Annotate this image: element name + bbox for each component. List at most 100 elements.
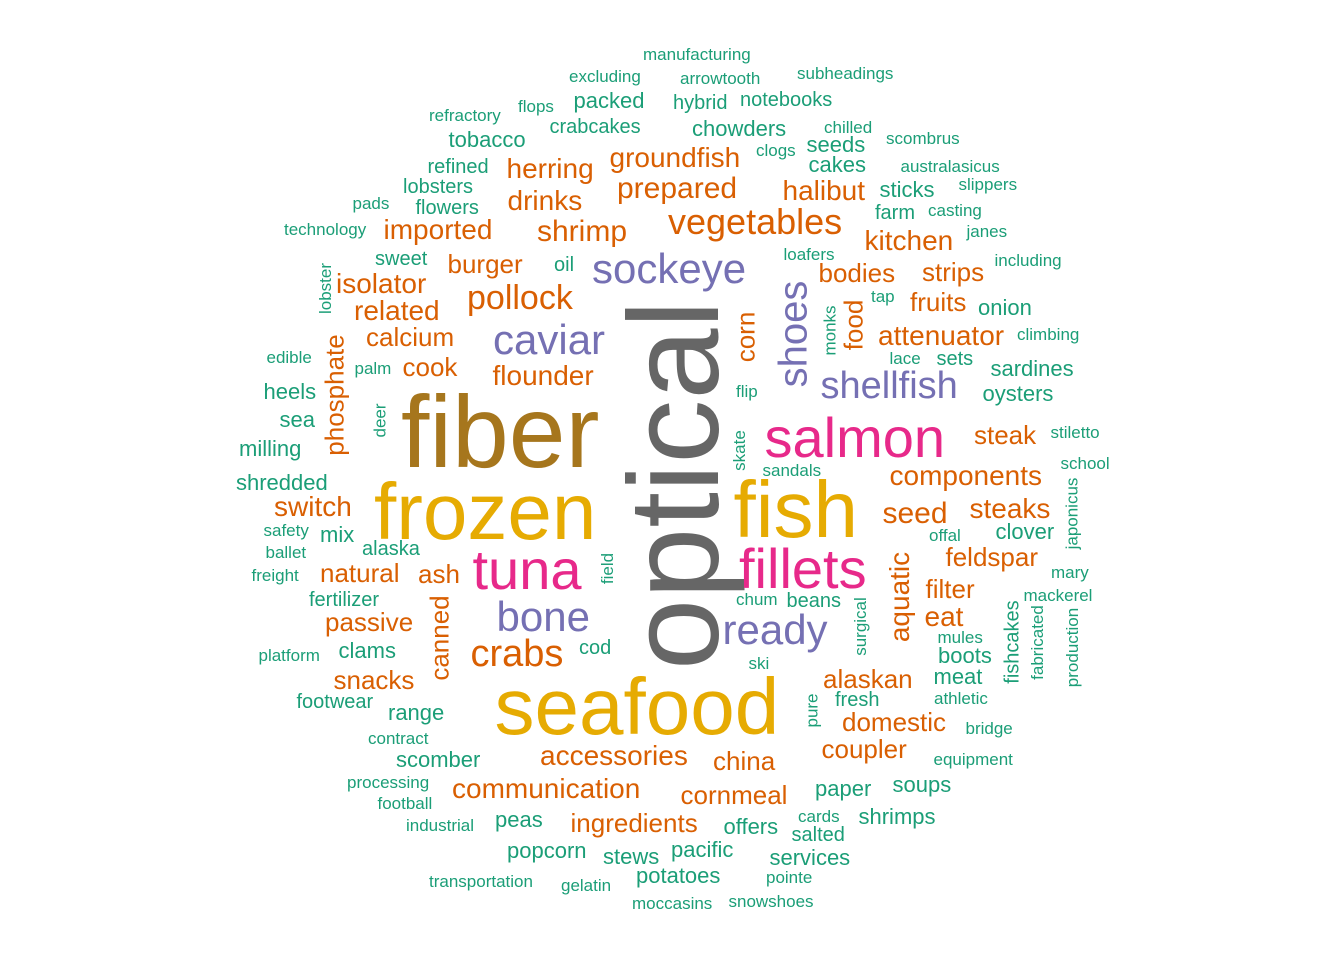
cloud-word-steaks: steaks <box>969 493 1051 524</box>
cloud-word-oysters: oysters <box>982 381 1054 406</box>
cloud-word-sandals: sandals <box>762 460 822 480</box>
cloud-word-freight: freight <box>251 565 299 585</box>
cloud-word-processing: processing <box>347 772 430 792</box>
cloud-word-isolator: isolator <box>336 268 427 299</box>
cloud-word-milling: milling <box>239 436 302 461</box>
cloud-word-onion: onion <box>978 295 1032 320</box>
cloud-word-football: football <box>377 793 433 813</box>
cloud-word-range: range <box>388 700 445 725</box>
cloud-word-shrimps: shrimps <box>858 804 936 829</box>
cloud-word-burger: burger <box>447 249 523 279</box>
cloud-word-stews: stews <box>603 844 660 869</box>
cloud-word-mules: mules <box>937 627 983 647</box>
cloud-word-offers: offers <box>723 814 779 839</box>
cloud-word-chilled: chilled <box>824 117 873 137</box>
cloud-word-footwear: footwear <box>296 691 374 713</box>
cloud-word-bridge: bridge <box>965 718 1013 738</box>
cloud-word-gelatin: gelatin <box>561 875 612 895</box>
cloud-word-shellfish: shellfish <box>820 365 958 407</box>
cloud-word-halibut: halibut <box>782 175 866 206</box>
cloud-word-shrimp: shrimp <box>537 215 628 248</box>
cloud-word-bone: bone <box>496 593 590 640</box>
cloud-word-transportation: transportation <box>429 871 533 891</box>
cloud-word-snacks: snacks <box>333 665 415 695</box>
cloud-word-canned: canned <box>424 595 455 681</box>
cloud-word-domestic: domestic <box>842 707 947 737</box>
cloud-word-refined: refined <box>427 156 489 178</box>
cloud-word-passive: passive <box>325 607 414 637</box>
cloud-word-snowshoes: snowshoes <box>728 891 814 911</box>
cloud-word-hybrid: hybrid <box>673 92 728 114</box>
cloud-word-edible: edible <box>266 347 312 367</box>
cloud-word-climbing: climbing <box>1017 324 1080 344</box>
cloud-word-japonicus: japonicus <box>1062 477 1082 549</box>
cloud-word-related: related <box>354 295 440 326</box>
cloud-word-oil: oil <box>554 254 575 276</box>
cloud-word-pads: pads <box>352 193 390 213</box>
cloud-word-boots: boots <box>938 643 992 668</box>
cloud-word-monks: monks <box>820 304 840 356</box>
cloud-word-fish: fish <box>733 465 859 554</box>
cloud-word-ingredients: ingredients <box>570 808 698 838</box>
cloud-word-sets: sets <box>936 348 974 370</box>
cloud-word-phosphate: phosphate <box>319 334 350 456</box>
cloud-word-imported: imported <box>383 214 493 245</box>
cloud-word-platform: platform <box>258 645 320 665</box>
cloud-word-lobster: lobster <box>315 262 335 314</box>
cloud-word-cornmeal: cornmeal <box>680 780 788 810</box>
cloud-word-janes: janes <box>966 221 1008 241</box>
cloud-word-eat: eat <box>924 601 964 632</box>
cloud-word-chowders: chowders <box>692 116 787 141</box>
cloud-word-soups: soups <box>892 772 952 797</box>
cloud-word-beans: beans <box>786 590 842 612</box>
cloud-word-alaskan: alaskan <box>823 664 913 694</box>
cloud-word-calcium: calcium <box>366 322 455 352</box>
cloud-word-potatoes: potatoes <box>636 863 721 888</box>
cloud-word-skate: skate <box>729 429 749 471</box>
cloud-word-drinks: drinks <box>507 185 583 216</box>
cloud-word-popcorn: popcorn <box>507 838 587 863</box>
cloud-word-sardines: sardines <box>990 356 1074 381</box>
cloud-word-mary: mary <box>1051 562 1089 582</box>
cloud-word-safety: safety <box>263 520 309 540</box>
cloud-word-flowers: flowers <box>415 197 479 219</box>
cloud-word-natural: natural <box>320 558 400 588</box>
cloud-word-palm: palm <box>354 358 392 378</box>
cloud-word-moccasins: moccasins <box>632 893 713 913</box>
cloud-word-accessories: accessories <box>540 740 688 771</box>
cloud-word-feldspar: feldspar <box>945 542 1039 572</box>
cloud-word-tobacco: tobacco <box>448 127 526 152</box>
cloud-word-crabcakes: crabcakes <box>549 116 641 138</box>
cloud-word-alaska: alaska <box>362 538 420 560</box>
cloud-word-crabs: crabs <box>470 633 564 675</box>
cloud-word-arrowtooth: arrowtooth <box>680 68 761 88</box>
cloud-word-caviar: caviar <box>493 316 606 363</box>
cloud-word-pure: pure <box>802 692 822 728</box>
cloud-word-clams: clams <box>338 638 396 663</box>
cloud-word-china: china <box>713 746 776 776</box>
cloud-word-filter: filter <box>925 574 975 604</box>
cloud-word-fishcakes: fishcakes <box>1001 600 1024 684</box>
cloud-word-athletic: athletic <box>934 688 988 708</box>
cloud-word-ready: ready <box>722 606 828 653</box>
cloud-word-cook: cook <box>402 352 458 382</box>
cloud-word-flip: flip <box>736 381 758 401</box>
cloud-word-heels: heels <box>263 379 317 404</box>
cloud-word-chum: chum <box>736 589 778 609</box>
cloud-word-mackerel: mackerel <box>1023 585 1093 605</box>
cloud-word-deer: deer <box>370 402 390 438</box>
cloud-word-refractory: refractory <box>429 105 501 125</box>
cloud-word-fruits: fruits <box>910 287 967 317</box>
cloud-word-shredded: shredded <box>236 470 328 495</box>
cloud-word-packed: packed <box>573 88 645 113</box>
cloud-word-paper: paper <box>815 776 872 801</box>
cloud-word-sockeye: sockeye <box>592 245 747 292</box>
cloud-word-technology: technology <box>284 219 367 239</box>
cloud-word-switch: switch <box>274 491 352 522</box>
cloud-word-ash: ash <box>418 559 460 589</box>
cloud-word-clogs: clogs <box>756 140 796 160</box>
cloud-word-fillets: fillets <box>739 537 867 600</box>
cloud-word-optical: optical <box>603 300 746 670</box>
cloud-word-food: food <box>837 299 868 351</box>
cloud-word-equipment: equipment <box>933 749 1013 769</box>
